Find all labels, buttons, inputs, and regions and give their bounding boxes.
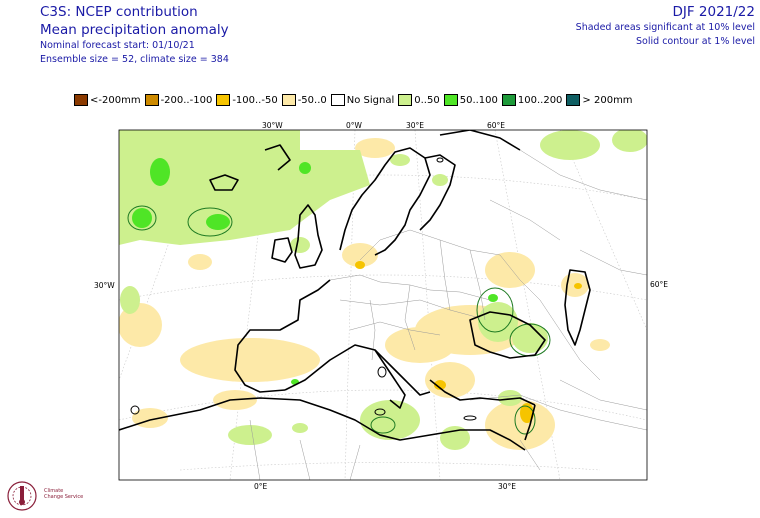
- legend-item: -200..-100: [144, 94, 213, 106]
- legend-item: 100..200: [501, 94, 563, 106]
- legend-item: 50..100: [443, 94, 498, 106]
- map-subtitle: Mean precipitation anomaly: [40, 22, 229, 38]
- lon-label-top-1: 30°W: [262, 121, 283, 130]
- legend-swatch: [281, 94, 296, 106]
- shaded-note: Shaded areas significant at 10% level: [575, 22, 755, 33]
- legend-item: 0..50: [398, 94, 440, 106]
- legend-label: <-200mm: [90, 94, 141, 106]
- header-right: DJF 2021/22 Shaded areas significant at …: [576, 3, 755, 49]
- lon-label-left: 30°W: [94, 281, 115, 290]
- legend-item: -50..0: [281, 94, 327, 106]
- contour-note: Solid contour at 1% level: [636, 36, 755, 47]
- legend-label: 50..100: [459, 94, 498, 106]
- islands: [130, 157, 477, 421]
- legend-swatch: [566, 94, 581, 106]
- header-left: C3S: NCEP contribution Mean precipitatio…: [40, 3, 229, 67]
- legend-swatch: [501, 94, 516, 106]
- legend-swatch: [144, 94, 159, 106]
- legend-label: -200..-100: [160, 94, 213, 106]
- legend-item: > 200mm: [566, 94, 633, 106]
- season-label: DJF 2021/22: [672, 4, 755, 20]
- legend-label: -100..-50: [232, 94, 278, 106]
- legend-swatch: [216, 94, 231, 106]
- forecast-start: Nominal forecast start: 01/10/21: [40, 40, 195, 51]
- legend-label: No Signal: [346, 94, 395, 106]
- lon-label-bottom-2: 30°E: [498, 482, 516, 491]
- legend-item: -100..-50: [216, 94, 278, 106]
- anomaly-positive-light: [119, 130, 647, 450]
- copernicus-logo: Climate Change Service: [4, 474, 114, 514]
- country-borders: [249, 149, 647, 480]
- legend-label: 0..50: [414, 94, 440, 106]
- lon-label-bottom-1: 0°E: [254, 482, 268, 491]
- color-legend: <-200mm -200..-100 -100..-50 -50..0 No Signa…: [74, 92, 633, 108]
- lon-label-top-4: 60°E: [487, 121, 505, 130]
- anomaly-negative-medium: [355, 261, 582, 423]
- lon-label-right: 60°E: [650, 280, 668, 289]
- legend-swatch: [443, 94, 458, 106]
- anomaly-positive-medium: [132, 158, 498, 385]
- lon-label-top-3: 30°E: [406, 121, 424, 130]
- coastlines: [119, 130, 591, 451]
- logo-text: Climate Change Service: [44, 488, 84, 500]
- legend-label: 100..200: [517, 94, 563, 106]
- map-frame: [118, 129, 648, 481]
- ensemble-size: Ensemble size = 52, climate size = 384: [40, 54, 229, 65]
- legend-item: No Signal: [330, 94, 395, 106]
- legend-item: <-200mm: [74, 94, 141, 106]
- legend-label: > 200mm: [582, 94, 633, 106]
- legend-swatch: [398, 94, 413, 106]
- legend-swatch: [74, 94, 88, 106]
- anomaly-negative-light: [119, 138, 610, 450]
- legend-label: -50..0: [297, 94, 327, 106]
- map-title: C3S: NCEP contribution: [40, 4, 198, 20]
- lon-label-top-2: 0°W: [346, 121, 363, 130]
- legend-swatch: [330, 94, 345, 106]
- logo-emblem-icon: [7, 481, 37, 511]
